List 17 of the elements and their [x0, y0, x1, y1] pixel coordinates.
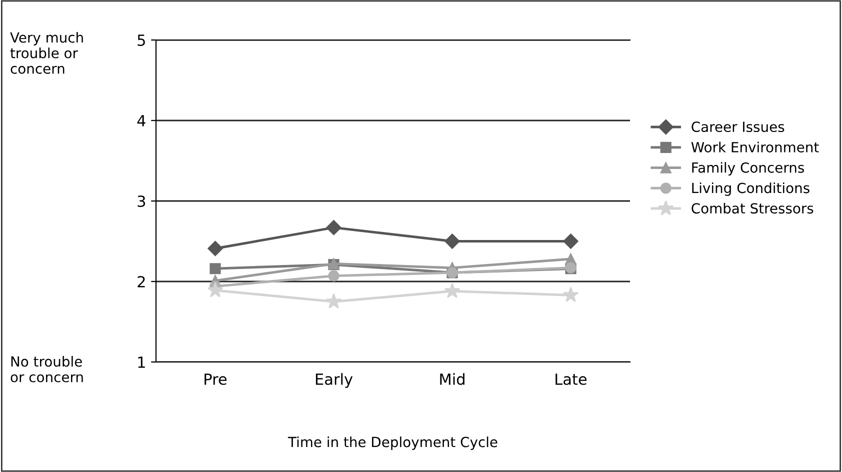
y-tick-label: 4 [137, 115, 146, 126]
x-axis-title: Time in the Deployment Cycle [288, 436, 498, 450]
text: Very much trouble or concern [10, 32, 83, 74]
x-tick-label: Late [556, 374, 587, 385]
y-tick-label: 2 [138, 276, 145, 288]
x-tick-label: Mid [440, 373, 464, 385]
text: No trouble or concern [10, 356, 83, 382]
y-tick-label: 3 [138, 195, 146, 208]
legend-label: Living Conditions [692, 182, 810, 196]
legend-label: Family Concerns [692, 162, 804, 176]
legend-label: Work Environment [691, 142, 819, 152]
legend-label: Career Issues [692, 122, 784, 132]
y-tick-label: 5 [138, 34, 145, 46]
x-tick-label: Pre [204, 374, 227, 385]
legend-label: Combat Stressors [692, 202, 814, 214]
x-tick-label: Early [316, 373, 353, 388]
y-tick-label: 1 [138, 356, 145, 368]
